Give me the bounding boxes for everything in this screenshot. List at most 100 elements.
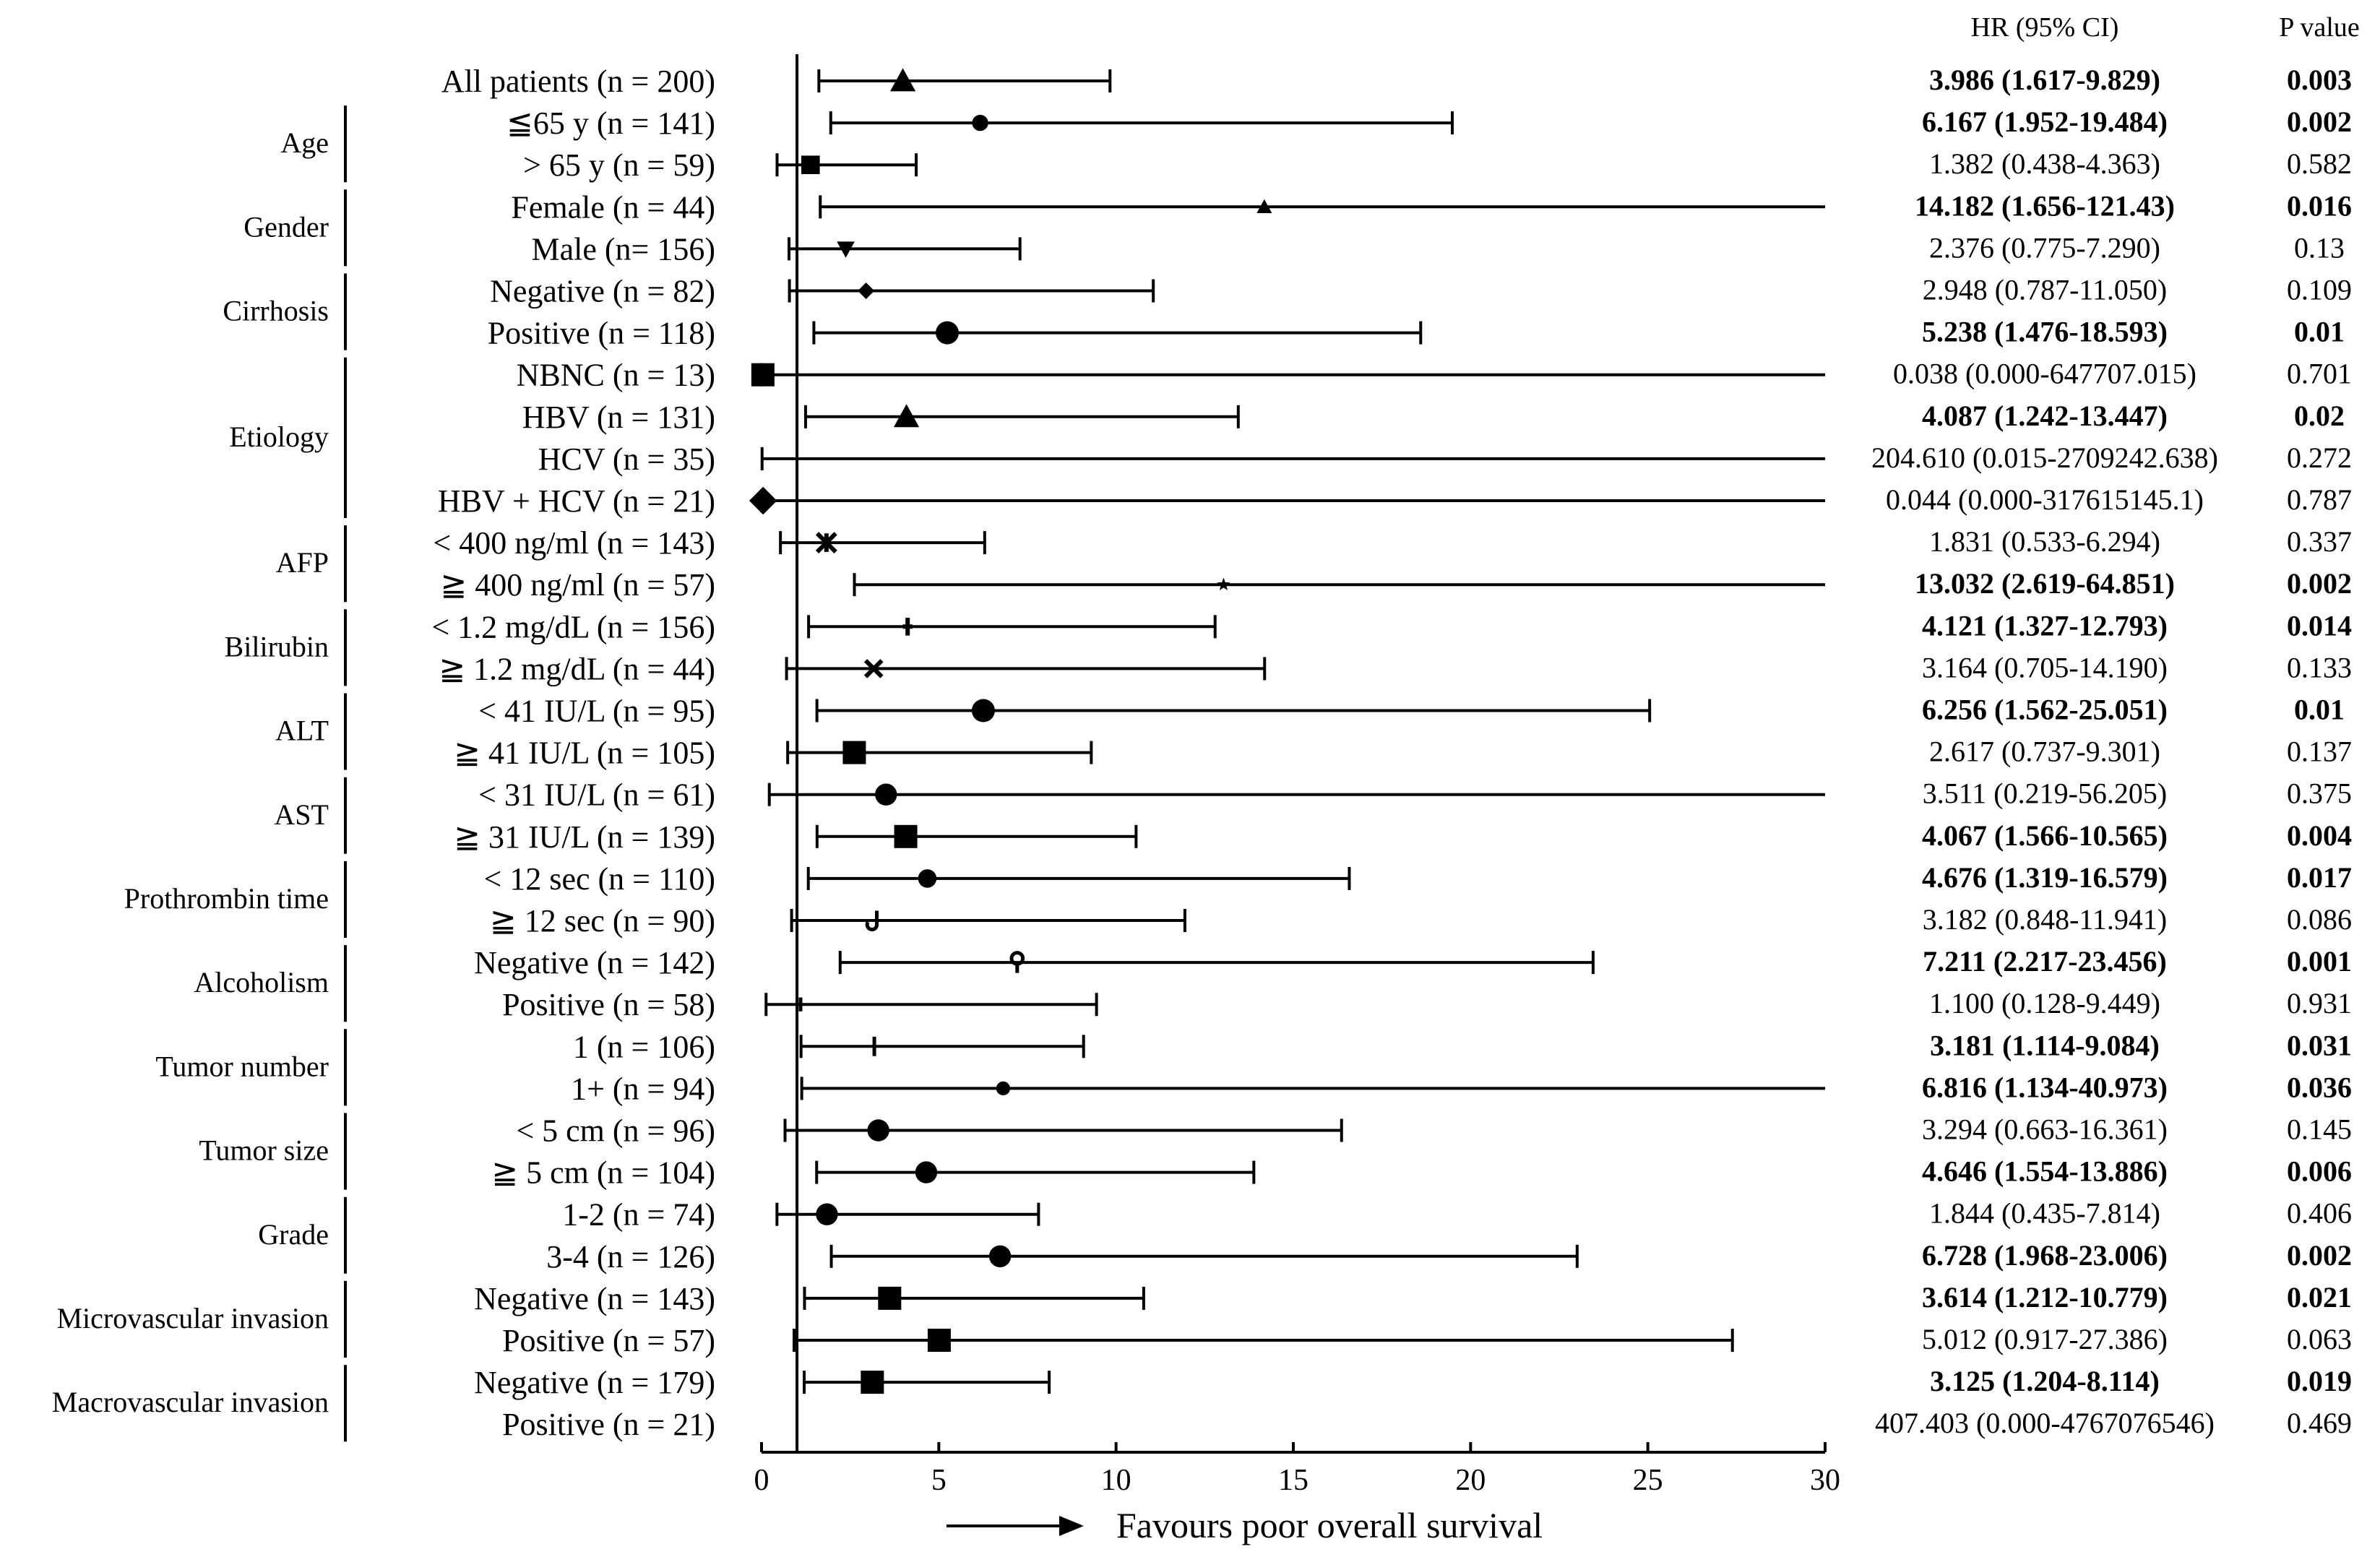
- hr-value: 204.610 (0.015-2709242.638): [1871, 441, 2218, 474]
- row-label: Female (n = 44): [511, 189, 715, 225]
- p-value: 0.145: [2287, 1113, 2352, 1146]
- row-label: Positive (n = 57): [502, 1323, 715, 1358]
- marker-circle: [875, 783, 897, 806]
- p-value-column: 0.003 0.002 0.582 0.016 0.13 0.109 0.01 0.701 0.…: [2287, 64, 2352, 1439]
- point-estimates: [749, 68, 1272, 1394]
- p-value: 0.133: [2287, 651, 2352, 683]
- group-label: Etiology: [229, 420, 329, 453]
- hr-value: 3.294 (0.663-16.361): [1922, 1113, 2168, 1146]
- row-label: Positive (n = 118): [488, 316, 715, 351]
- marker-square: [801, 155, 820, 174]
- p-value: 0.002: [2287, 567, 2352, 600]
- row-label: < 1.2 mg/dL (n = 156): [431, 609, 715, 644]
- p-column-header: P value: [2279, 12, 2360, 43]
- row-label: Male (n= 156): [531, 231, 715, 267]
- hr-value: 2.376 (0.775-7.290): [1929, 231, 2160, 264]
- row-label: 1+ (n = 94): [571, 1071, 715, 1106]
- hr-value: 0.038 (0.000-647707.015): [1893, 358, 2196, 390]
- row-label: ≧ 12 sec (n = 90): [490, 903, 715, 939]
- row-label: < 5 cm (n = 96): [516, 1113, 715, 1149]
- marker-circle: [915, 1161, 938, 1183]
- p-value: 0.021: [2287, 1281, 2352, 1314]
- marker-square: [751, 363, 775, 387]
- marker-hook: [865, 910, 879, 931]
- confidence-intervals: [760, 54, 1825, 1452]
- marker-square: [878, 1286, 902, 1310]
- hr-column: 3.986 (1.617-9.829) 6.167 (1.952-19.484) 1…: [1871, 64, 2218, 1439]
- hr-value: 3.125 (1.204-8.114): [1930, 1365, 2160, 1397]
- marker-circle: [816, 1203, 838, 1225]
- marker-star: [1217, 577, 1230, 590]
- marker-triangle: [1256, 199, 1272, 213]
- marker-circle: [996, 1081, 1011, 1095]
- hr-value: 14.182 (1.656-121.43): [1915, 189, 2175, 222]
- x-tick-label: 10: [1101, 1464, 1131, 1497]
- group-label: Microvascular invasion: [56, 1302, 329, 1334]
- row-label: < 31 IU/L (n = 61): [478, 777, 715, 813]
- p-value: 0.13: [2294, 231, 2345, 264]
- hr-value: 3.511 (0.219-56.205): [1923, 777, 2167, 810]
- hr-value: 1.382 (0.438-4.363): [1929, 147, 2160, 180]
- p-value: 0.01: [2294, 316, 2345, 348]
- marker-circle: [972, 114, 988, 131]
- hr-value: 0.044 (0.000-317615145.1): [1886, 483, 2204, 516]
- p-value: 0.582: [2287, 147, 2352, 180]
- p-value: 0.006: [2287, 1155, 2352, 1188]
- row-label: 1-2 (n = 74): [562, 1197, 715, 1233]
- p-value: 0.004: [2287, 819, 2352, 852]
- p-value: 0.001: [2287, 945, 2352, 978]
- group-label: Cirrhosis: [223, 295, 329, 327]
- group-labels: Age Gender Cirrhosis Etiology AFP Bilirubin AL…: [52, 105, 347, 1442]
- x-axis: 0 5 10 15 20 25 30: [754, 1442, 1840, 1497]
- p-value: 0.406: [2287, 1197, 2352, 1230]
- row-label: ≦65 y (n = 141): [506, 105, 715, 141]
- hr-value: 5.012 (0.917-27.386): [1922, 1323, 2168, 1355]
- hr-value: 5.238 (1.476-18.593): [1922, 316, 2168, 348]
- group-label: Grade: [258, 1218, 329, 1251]
- row-label: HBV + HCV (n = 21): [438, 483, 715, 519]
- p-value: 0.003: [2287, 64, 2352, 96]
- marker-circle: [918, 869, 937, 888]
- x-tick-label: 15: [1278, 1464, 1308, 1497]
- p-value: 0.036: [2287, 1071, 2352, 1103]
- marker-triangle: [889, 68, 916, 92]
- marker-circle: [988, 1245, 1012, 1268]
- hr-value: 13.032 (2.619-64.851): [1915, 567, 2175, 600]
- hr-value: 6.167 (1.952-19.484): [1922, 105, 2168, 138]
- p-value: 0.375: [2287, 777, 2352, 810]
- row-labels: All patients (n = 200) ≦65 y (n = 141) > 6…: [431, 64, 715, 1442]
- row-label: 1 (n = 106): [573, 1029, 715, 1064]
- row-label: All patients (n = 200): [441, 64, 715, 99]
- hr-value: 7.211 (2.217-23.456): [1923, 945, 2167, 978]
- hr-value: 1.100 (0.128-9.449): [1929, 987, 2160, 1019]
- row-label: HCV (n = 35): [538, 441, 715, 477]
- row-label: Negative (n = 142): [474, 945, 715, 980]
- row-label: Negative (n = 143): [474, 1281, 715, 1316]
- hr-column-header: HR (95% CI): [1971, 12, 2119, 43]
- marker-diamond: [749, 486, 777, 515]
- hr-value: 4.121 (1.327-12.793): [1922, 609, 2168, 642]
- p-value: 0.063: [2287, 1323, 2352, 1355]
- p-value: 0.002: [2287, 105, 2352, 138]
- group-label: Bilirubin: [225, 630, 329, 663]
- row-label: 3-4 (n = 126): [546, 1239, 715, 1275]
- x-tick-label: 20: [1455, 1464, 1486, 1497]
- row-label: ≧ 31 IU/L (n = 139): [454, 819, 715, 855]
- row-label: < 12 sec (n = 110): [484, 861, 715, 897]
- marker-circle: [971, 699, 995, 723]
- row-label: HBV (n = 131): [522, 400, 715, 435]
- row-label: Positive (n = 21): [502, 1407, 715, 1442]
- x-axis-title: Favours poor overall survival: [1116, 1505, 1543, 1545]
- hr-value: 4.646 (1.554-13.886): [1922, 1155, 2168, 1188]
- marker-plus: [902, 617, 913, 636]
- p-value: 0.787: [2287, 483, 2352, 516]
- group-label: Alcoholism: [194, 966, 329, 999]
- row-label: Negative (n = 179): [474, 1365, 715, 1400]
- p-value: 0.931: [2287, 987, 2352, 1019]
- hr-value: 3.182 (0.848-11.941): [1923, 903, 2167, 936]
- x-tick-label: 30: [1810, 1464, 1840, 1497]
- marker-triangle-down: [837, 241, 855, 258]
- p-value: 0.137: [2287, 736, 2352, 768]
- group-label: AFP: [276, 546, 329, 579]
